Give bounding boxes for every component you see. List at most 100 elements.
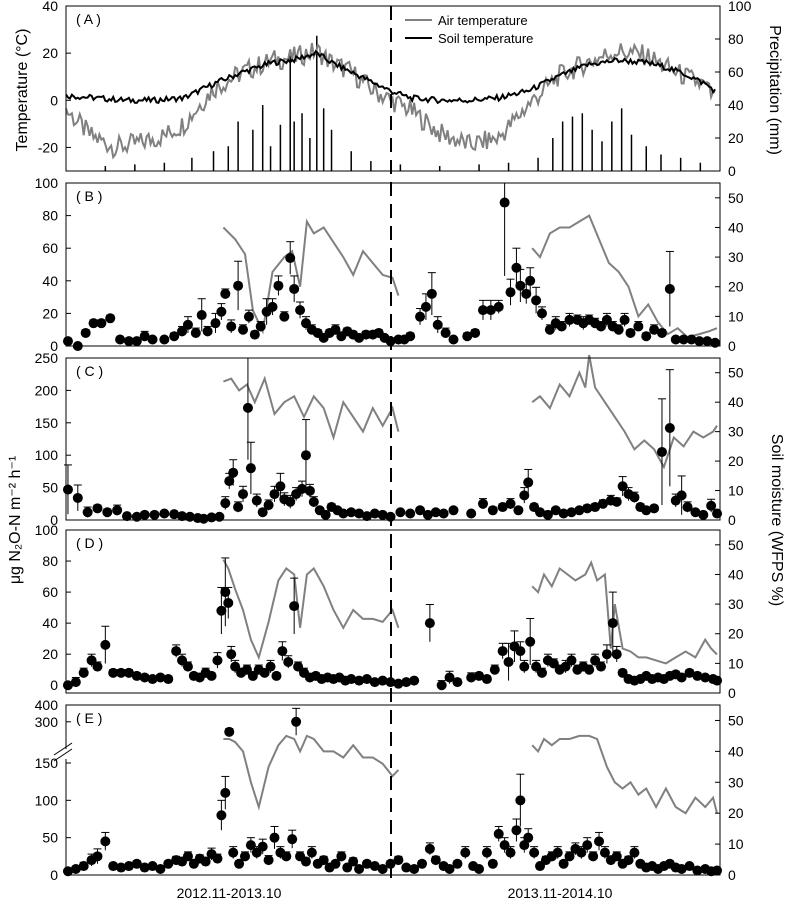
flux-point-e [444, 864, 455, 875]
right-tick-label-b: 20 [728, 279, 744, 295]
flux-point-c [82, 507, 93, 518]
flux-point-c [338, 508, 349, 519]
flux-point-e [481, 847, 492, 858]
left-tick-label-b: 80 [42, 208, 58, 224]
flux-point-b [536, 308, 547, 319]
flux-point-d [182, 661, 193, 672]
flux-point-e [594, 836, 605, 847]
flux-point-c [422, 509, 433, 520]
left-tick-label-b: 0 [50, 338, 58, 354]
flux-point-d [590, 655, 601, 666]
flux-point-c [582, 503, 593, 514]
flux-point-e [139, 862, 150, 873]
flux-point-d [247, 670, 258, 681]
flux-point-b [139, 331, 150, 342]
flux-point-b [525, 275, 536, 286]
left-tick-label-e: 400 [35, 697, 59, 713]
flux-point-d [566, 655, 577, 666]
right-tick-label-a: 20 [728, 130, 744, 146]
flux-point-b [226, 321, 237, 332]
flux-point-c [629, 492, 640, 503]
flux-point-b [216, 306, 227, 317]
right-tick-label-b: 0 [728, 338, 736, 354]
flux-point-e [147, 861, 158, 872]
flux-point-d [163, 674, 174, 685]
flux-point-b [190, 327, 201, 338]
y-label-precipitation: Precipitation (mm) [766, 25, 783, 155]
flux-point-c [676, 490, 687, 501]
flux-point-c [297, 483, 308, 494]
soil-temperature-line [65, 49, 716, 105]
soil-moisture-line-b-0 [222, 218, 400, 335]
right-tick-label-c: 0 [728, 512, 736, 528]
flux-point-b [62, 336, 73, 347]
flux-point-b [285, 252, 296, 263]
flux-point-e [228, 847, 239, 858]
flux-point-e [623, 855, 634, 866]
flux-point-b [88, 318, 99, 329]
flux-point-b [415, 311, 426, 322]
right-tick-label-d: 20 [728, 626, 744, 642]
flux-point-d [283, 656, 294, 667]
flux-point-d [601, 649, 612, 660]
flux-point-d [712, 675, 723, 686]
right-tick-label-c: 20 [728, 453, 744, 469]
plot-frame-d [65, 529, 721, 694]
flux-point-e [393, 855, 404, 866]
right-tick-label-e: 10 [728, 836, 744, 852]
flux-point-b [694, 336, 705, 347]
flux-point-e [369, 861, 380, 872]
flux-point-e [200, 856, 211, 867]
panel-label-b: ( B ) [76, 188, 102, 204]
flux-point-e [564, 851, 575, 862]
flux-point-e [234, 858, 245, 869]
flux-point-c [487, 505, 498, 516]
flux-point-b [664, 283, 675, 294]
flux-point-c [466, 508, 477, 519]
legend-label-soil: Soil temperature [438, 31, 533, 46]
flux-point-e [493, 828, 504, 839]
flux-point-c [430, 507, 441, 518]
flux-point-c [664, 422, 675, 433]
flux-point-e [291, 716, 302, 727]
left-tick-label-d: 40 [42, 615, 58, 631]
flux-point-d [700, 672, 711, 683]
flux-point-b [131, 336, 142, 347]
flux-point-c [535, 507, 546, 518]
flux-point-c [611, 496, 622, 507]
flux-point-c [505, 498, 516, 509]
flux-point-d [409, 675, 420, 686]
flux-point-c [308, 496, 319, 507]
flux-point-c [682, 502, 693, 513]
left-tick-label-c: 100 [35, 447, 59, 463]
flux-point-c [139, 509, 150, 520]
flux-point-c [617, 481, 628, 492]
flux-point-e [676, 864, 687, 875]
flux-point-b [233, 280, 244, 291]
flux-point-d [86, 655, 97, 666]
flux-point-b [182, 319, 193, 330]
flux-point-b [238, 324, 249, 335]
flux-point-e [511, 825, 522, 836]
left-tick-label-e: 50 [42, 830, 58, 846]
flux-point-c [523, 477, 534, 488]
flux-point-e [92, 851, 103, 862]
plot-frame-a [65, 5, 721, 172]
flux-point-e [224, 726, 235, 737]
flux-point-d [212, 655, 223, 666]
flux-point-b [710, 337, 721, 348]
flux-point-e [692, 865, 703, 876]
right-tick-label-b: 30 [728, 249, 744, 265]
flux-point-b [249, 329, 260, 340]
flux-point-b [210, 318, 221, 329]
flux-point-e [515, 795, 526, 806]
left-tick-label-c: 150 [35, 415, 59, 431]
flux-point-b [169, 331, 180, 342]
flux-point-d [424, 618, 435, 629]
flux-point-c [220, 498, 231, 509]
flux-point-b [556, 321, 567, 332]
flux-point-c [477, 498, 488, 509]
flux-point-c [198, 513, 209, 524]
flux-point-d [497, 646, 508, 657]
flux-point-d [265, 661, 276, 672]
